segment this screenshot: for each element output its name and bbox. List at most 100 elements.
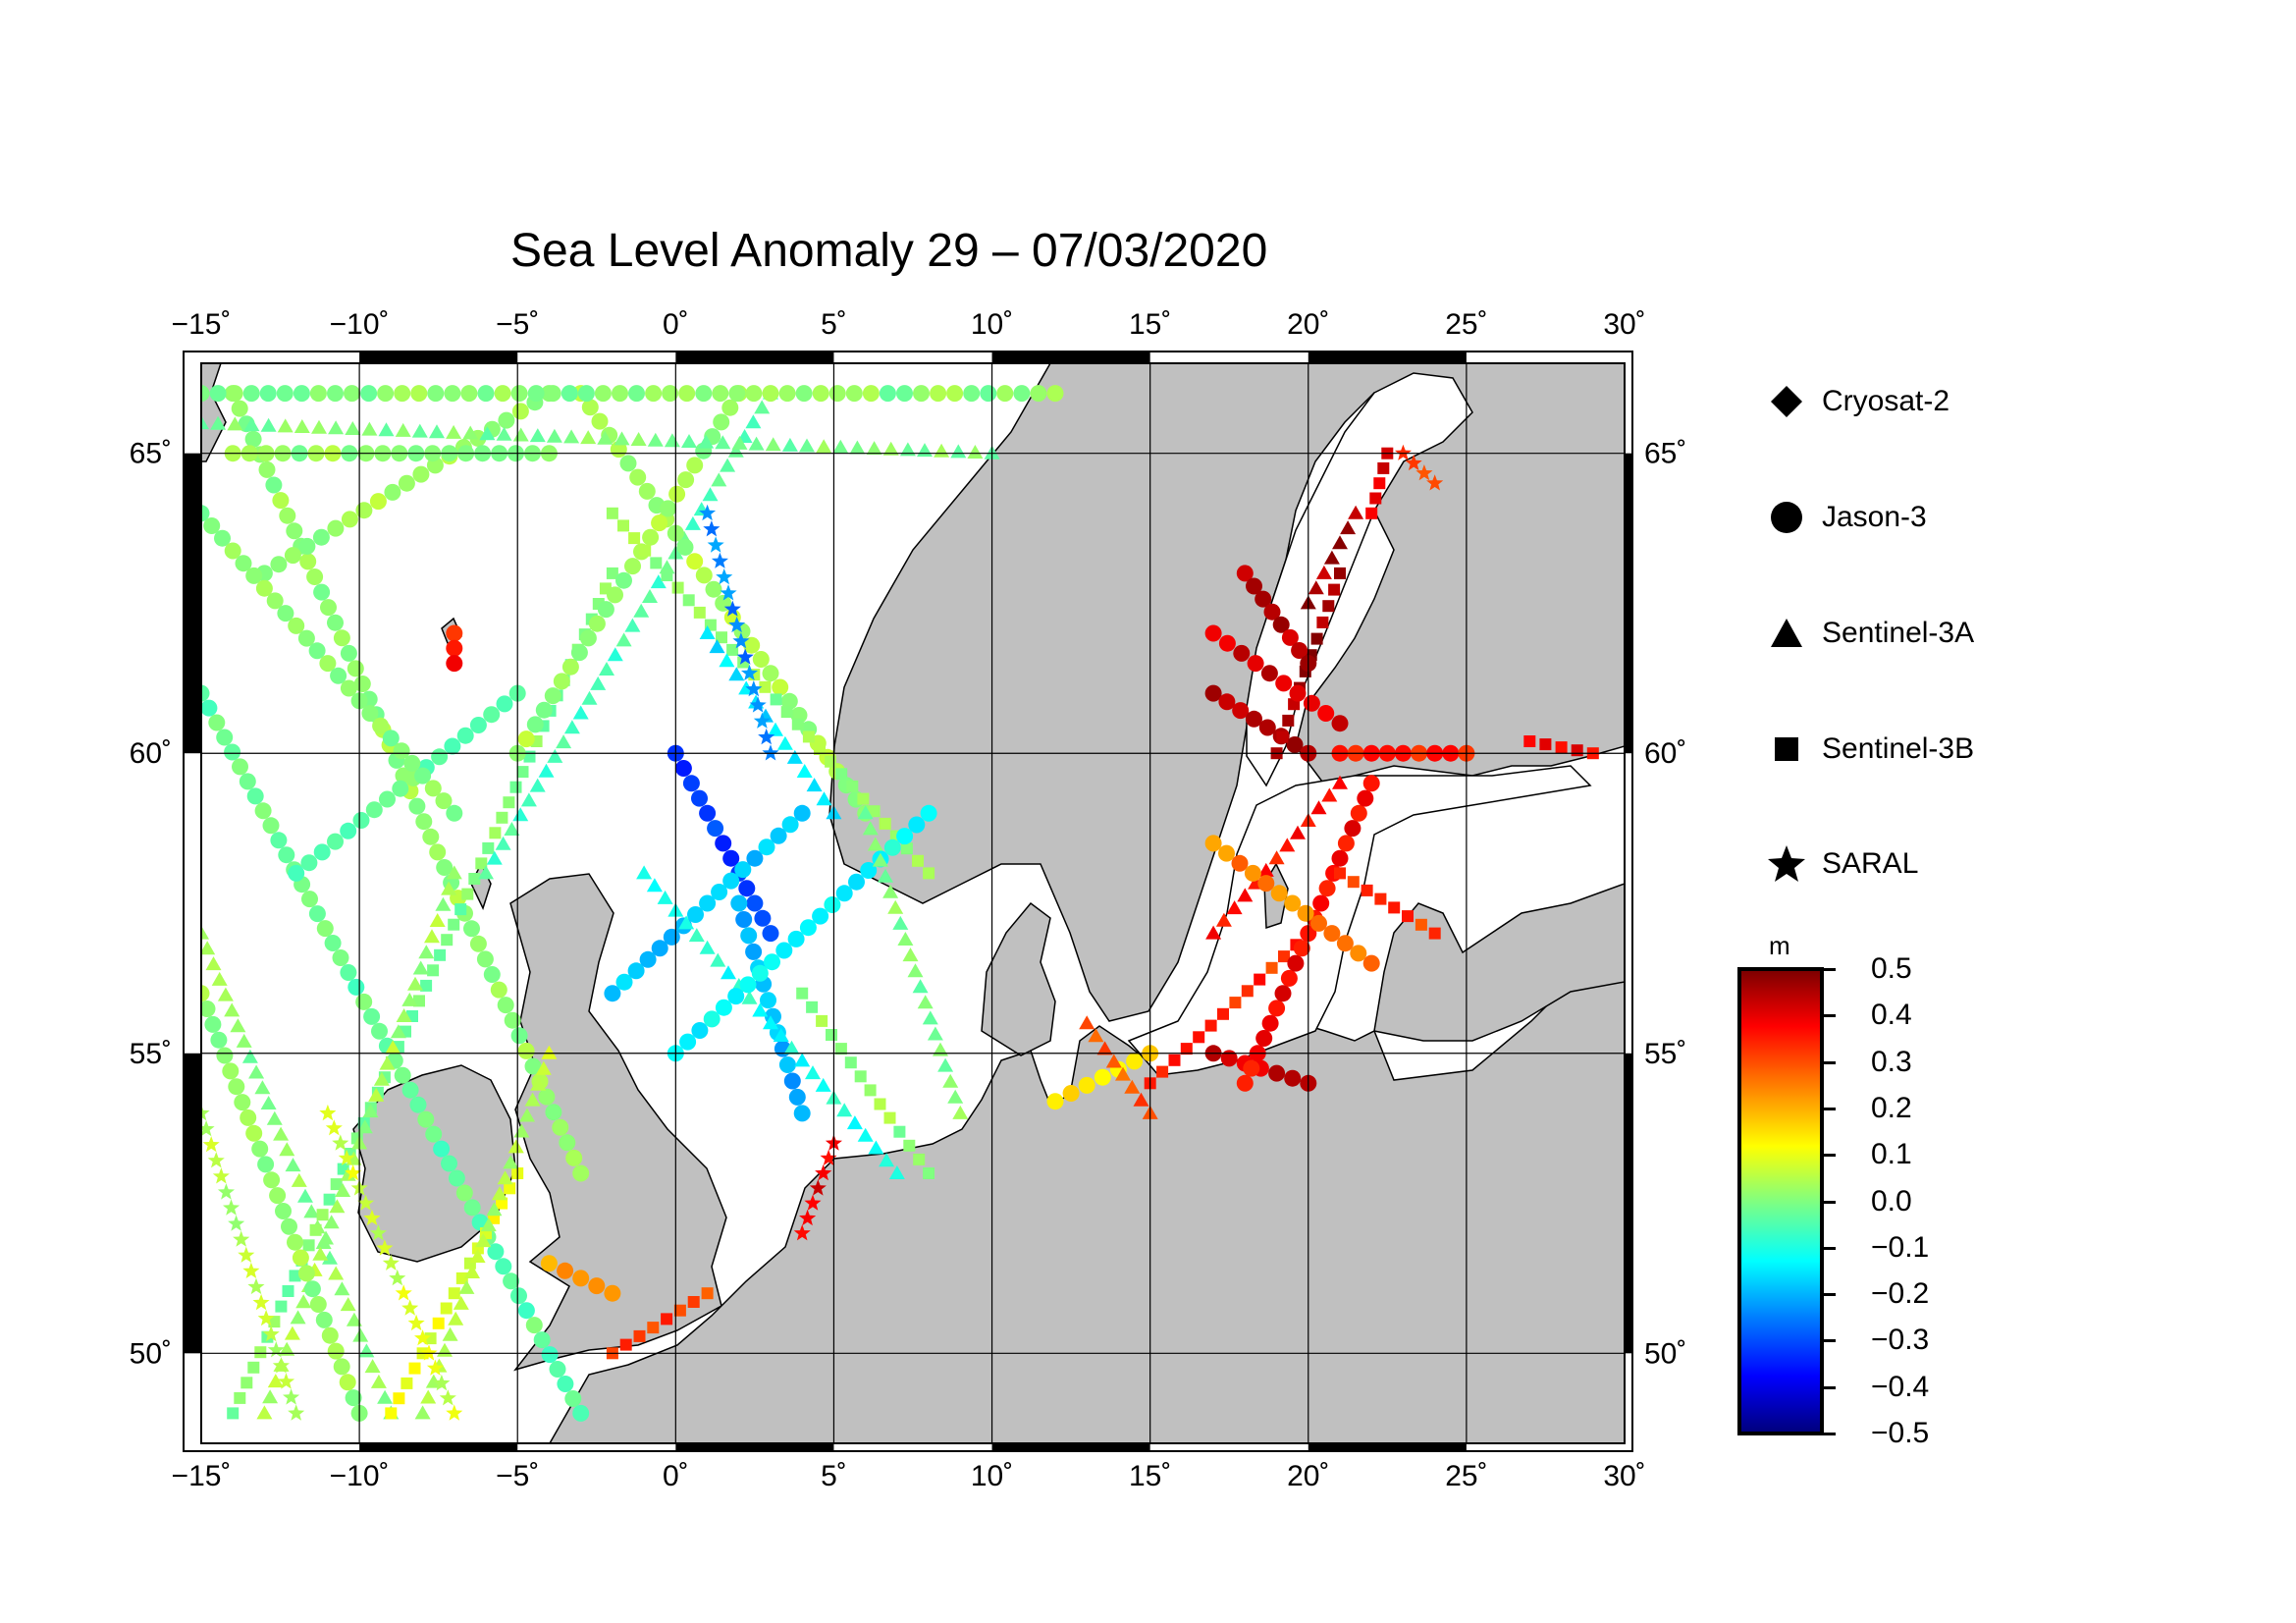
- track-point: [238, 1246, 255, 1263]
- track-point: [1331, 715, 1349, 732]
- track-point: [412, 465, 430, 483]
- track-point: [486, 850, 503, 865]
- track-point: [379, 1055, 396, 1070]
- track-point: [204, 1015, 222, 1033]
- track-point: [510, 1287, 527, 1305]
- track-point: [745, 414, 762, 429]
- track-point: [227, 416, 243, 431]
- track-point: [263, 1171, 281, 1189]
- track-point: [687, 1296, 700, 1308]
- track-point: [828, 385, 846, 403]
- track-point: [577, 385, 595, 403]
- track-point: [201, 699, 218, 717]
- track-point: [778, 1056, 796, 1073]
- track-point: [433, 1374, 451, 1391]
- track-point: [217, 1183, 235, 1200]
- track-point: [425, 1125, 443, 1143]
- track-point: [661, 569, 673, 581]
- track-point: [668, 485, 686, 503]
- track-point: [835, 768, 848, 781]
- track-point: [1365, 507, 1378, 519]
- track-point: [547, 748, 563, 763]
- track-point: [1193, 1031, 1205, 1044]
- track-point: [1394, 444, 1412, 460]
- track-point: [572, 705, 589, 720]
- track-point: [1357, 789, 1374, 807]
- track-point: [247, 1277, 265, 1295]
- track-point: [1539, 738, 1552, 751]
- track-point: [591, 412, 609, 430]
- track-point: [525, 1317, 543, 1334]
- lon-tick-label: 20˚: [1287, 1460, 1329, 1492]
- track-point: [1317, 705, 1335, 722]
- track-point: [223, 1199, 240, 1216]
- track-point: [272, 1357, 290, 1374]
- frame-bar: [675, 352, 834, 363]
- lon-tick-label: −10˚: [330, 308, 390, 341]
- track-point: [267, 1341, 285, 1358]
- track-point: [633, 603, 650, 618]
- track-point: [389, 1269, 406, 1286]
- lon-tick-label: 0˚: [663, 1460, 689, 1492]
- track-point: [312, 1246, 329, 1261]
- track-point: [207, 1152, 225, 1168]
- track-point: [538, 1088, 556, 1106]
- track-point: [716, 631, 727, 644]
- track-point: [360, 385, 378, 403]
- track-point: [731, 435, 748, 450]
- track-point: [201, 1001, 216, 1017]
- track-point: [848, 873, 865, 891]
- track-point: [251, 1140, 269, 1158]
- track-point: [1270, 885, 1288, 902]
- track-point: [1263, 603, 1281, 621]
- track-point: [483, 706, 501, 724]
- colorbar-tick-label: −0.4: [1871, 1370, 1930, 1403]
- track-point: [242, 385, 260, 403]
- track-point: [713, 413, 730, 431]
- track-point: [201, 941, 216, 955]
- track-point: [347, 660, 364, 677]
- track-point: [270, 832, 288, 849]
- track-point: [241, 1049, 258, 1063]
- track-point: [722, 872, 740, 890]
- track-point: [1318, 880, 1336, 897]
- track-point: [340, 644, 357, 662]
- track-point: [422, 828, 440, 845]
- track-point: [866, 441, 882, 456]
- track-point: [487, 1243, 505, 1261]
- track-point: [228, 1078, 245, 1096]
- track-point: [427, 385, 445, 403]
- track-point: [615, 571, 632, 589]
- track-point: [563, 429, 580, 444]
- track-point: [754, 909, 772, 927]
- track-point: [400, 1377, 413, 1389]
- track-point: [1310, 914, 1327, 932]
- track-point: [796, 764, 813, 778]
- track-point: [234, 1391, 246, 1404]
- track-point: [287, 1233, 303, 1251]
- frame-bar: [1308, 1443, 1467, 1451]
- track-jason: [1204, 835, 1380, 972]
- track-point: [612, 385, 628, 403]
- track-jason: [201, 385, 1064, 403]
- track-point: [288, 1404, 305, 1421]
- track-point: [628, 385, 645, 403]
- colorbar-tick-label: 0.0: [1871, 1184, 1912, 1217]
- track-jason: [1046, 1045, 1159, 1110]
- track-point: [476, 950, 494, 968]
- track-point: [1316, 616, 1329, 628]
- track-point: [401, 1081, 419, 1099]
- track-point: [370, 1374, 387, 1388]
- track-point: [301, 891, 318, 908]
- colorbar-tick-mark: [1824, 1014, 1836, 1018]
- track-point: [907, 963, 924, 978]
- colorbar-tick-mark: [1824, 1433, 1836, 1435]
- track-point: [604, 1284, 621, 1302]
- track-point: [403, 754, 421, 772]
- track-point: [946, 385, 964, 403]
- track-point: [424, 929, 440, 944]
- track-point: [816, 439, 832, 454]
- track-point: [1274, 985, 1292, 1002]
- track-point: [260, 417, 277, 432]
- track-point: [703, 1010, 721, 1028]
